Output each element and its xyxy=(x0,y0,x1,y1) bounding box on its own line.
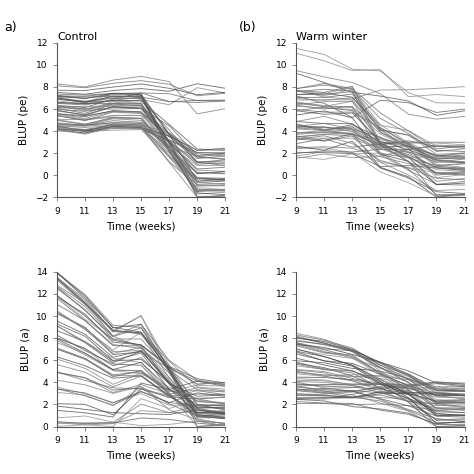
Y-axis label: BLUP (a): BLUP (a) xyxy=(260,328,270,371)
X-axis label: Time (weeks): Time (weeks) xyxy=(346,221,415,231)
X-axis label: Time (weeks): Time (weeks) xyxy=(346,450,415,460)
X-axis label: Time (weeks): Time (weeks) xyxy=(106,450,176,460)
Text: Control: Control xyxy=(57,32,97,42)
Y-axis label: BLUP (pe): BLUP (pe) xyxy=(19,95,29,145)
Text: (b): (b) xyxy=(239,21,257,34)
Y-axis label: BLUP (pe): BLUP (pe) xyxy=(258,95,268,145)
Text: Warm winter: Warm winter xyxy=(296,32,367,42)
X-axis label: Time (weeks): Time (weeks) xyxy=(106,221,176,231)
Y-axis label: BLUP (a): BLUP (a) xyxy=(21,328,31,371)
Text: a): a) xyxy=(5,21,18,34)
